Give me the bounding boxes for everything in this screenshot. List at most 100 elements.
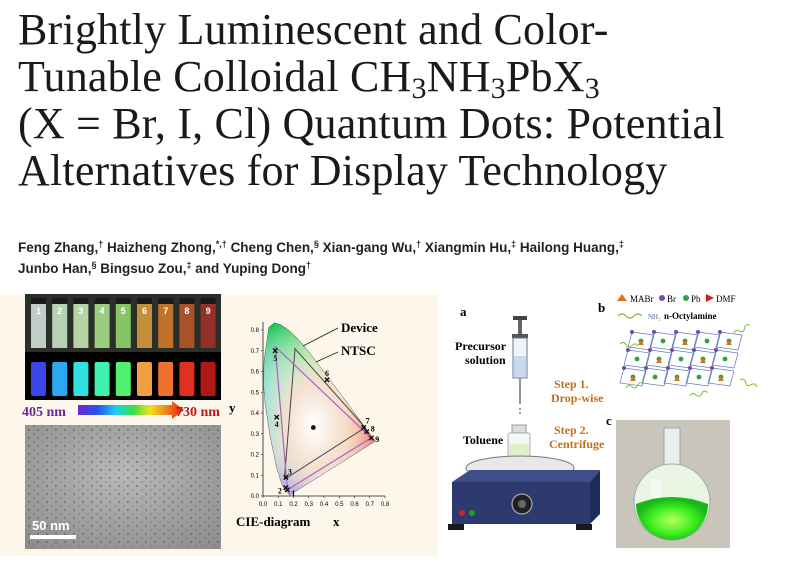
step1-label-1: Step 1.	[554, 377, 589, 391]
cie-y-tick-label: 0.8	[251, 328, 260, 334]
author-affiliation-mark: †	[416, 239, 422, 249]
cie-caption: CIE-diagram	[236, 514, 311, 529]
vial-cap	[73, 298, 89, 304]
pb-atom	[722, 356, 728, 362]
lattice-cell	[711, 349, 739, 369]
author-affiliation-mark: †	[98, 239, 104, 249]
author-text: Xian-gang Wu,	[322, 240, 417, 255]
dmf-marker	[706, 294, 714, 302]
pb-atom	[704, 338, 710, 344]
cie-point-label: 4	[275, 420, 279, 429]
vial-daylight	[73, 304, 89, 348]
br-atom	[625, 347, 631, 353]
pb-atom	[660, 338, 666, 344]
author-name: Hailong Huang,‡	[520, 239, 624, 256]
author-text: Xiangmin Hu,	[424, 240, 512, 255]
synthesis-schematic: a b c Precursor solution Step 1. Drop-wi…	[448, 294, 758, 548]
wavelength-arrow	[78, 401, 184, 419]
cie-point-label: 3	[288, 467, 292, 476]
author-affiliation-mark: §	[91, 260, 97, 270]
cie-chart: 0.0 0.1 0.2 0.3 0.4 0.5 0.6 0.7 0.8 0.0 0.1 0.2 0.3 0…	[228, 294, 438, 556]
pb-atom	[634, 356, 640, 362]
cie-y-axis-label: y	[229, 400, 236, 415]
scale-bar-label: 50 nm	[32, 518, 70, 533]
author-name: Cheng Chen,§	[230, 240, 319, 256]
pb-marker	[683, 295, 689, 301]
cie-point-marker	[360, 424, 367, 431]
cie-x-tick-label: 0.2	[289, 502, 298, 508]
cie-x-tick-label: 0.3	[305, 502, 314, 508]
author-text: Cheng Chen,	[230, 240, 314, 255]
cie-x-axis-label: x	[333, 514, 340, 529]
vial-uv-glow	[200, 362, 216, 396]
vial-cap	[52, 298, 68, 304]
mabr-marker	[617, 294, 627, 301]
author-text: Feng Zhang,	[18, 240, 99, 255]
legend-pb: Pb	[691, 294, 701, 304]
precursor-label-1: Precursor	[455, 339, 507, 353]
vial-cap	[94, 298, 110, 304]
lattice-cell	[663, 367, 691, 387]
mabr-molecule	[638, 340, 644, 345]
scale-bar	[30, 535, 76, 539]
mabr-molecule	[682, 340, 688, 345]
legend-br: Br	[667, 294, 676, 304]
br-atom	[691, 347, 697, 353]
cie-x-tick-label: 0.0	[259, 502, 268, 508]
vial-daylight	[137, 304, 152, 348]
cie-point-marker	[364, 428, 370, 435]
cie-points: 12 3 4 5 6 789	[272, 348, 379, 498]
octylamine-ligand	[739, 378, 758, 388]
cie-point-label: 8	[371, 425, 375, 434]
title-text-part: NH	[426, 52, 491, 101]
author-text: Bingsuo Zou,	[100, 261, 187, 276]
vial-cap	[115, 298, 131, 304]
cie-point-marker	[274, 414, 280, 420]
cie-x-tick-label: 0.8	[381, 502, 390, 508]
author-affiliation-mark: ‡	[511, 239, 517, 249]
author-text: and Yuping Dong	[195, 261, 307, 276]
vial-number: 8	[184, 306, 189, 316]
legend-nh2: NH₂	[648, 313, 661, 321]
vial-uv-glow	[52, 362, 68, 396]
vial-number: 3	[78, 306, 83, 316]
author-affiliation-mark: ‡	[618, 239, 624, 249]
author-name: Bingsuo Zou,‡	[100, 261, 191, 277]
vial-daylight	[179, 304, 195, 348]
cie-y-tick-label: 0.4	[251, 411, 260, 417]
vial-number-row: 1 2 3 4 5 6 7 8 9	[36, 306, 211, 316]
vial-daylight	[158, 304, 174, 348]
article-title: Brightly Luminescent and Color- Tunable …	[18, 6, 808, 194]
cie-point-marker	[368, 435, 374, 441]
br-atom	[709, 365, 715, 371]
cie-point-label: 9	[375, 435, 379, 444]
cie-point-marker	[283, 485, 289, 491]
br-atom	[651, 329, 657, 335]
br-atom	[687, 365, 693, 371]
title-subscript: 3	[490, 72, 506, 105]
mabr-molecule	[718, 376, 724, 381]
daylight-vial-row	[31, 298, 216, 348]
vial-daylight	[52, 304, 68, 348]
lattice-cell	[685, 367, 713, 387]
octylamine-ligand	[689, 390, 709, 397]
title-line-3: (X = Br, I, Cl) Quantum Dots: Potential	[18, 99, 725, 148]
octylamine-marker	[617, 313, 643, 319]
tem-particles	[25, 425, 221, 549]
wavelength-end-label: 730 nm	[176, 405, 220, 420]
photo-panel: 1 2 3 4 5 6 7 8 9 405 nm 730 nm 50 nm	[0, 294, 228, 556]
vial-cap	[179, 298, 195, 304]
cie-y-tick-label: 0.0	[251, 494, 260, 500]
green-flask-icon	[633, 427, 711, 541]
br-atom	[695, 329, 701, 335]
mabr-molecule	[674, 376, 680, 381]
toluene-label: Toluene	[463, 433, 504, 447]
title-line-4: Alternatives for Display Technology	[18, 146, 668, 195]
hot-plate-stirrer-icon	[448, 455, 600, 530]
vial-cap	[31, 298, 46, 304]
mabr-molecule	[726, 340, 732, 345]
uv-vial-row	[31, 362, 216, 396]
octylamine-ligand	[619, 341, 639, 348]
vial-uv-glow	[115, 362, 131, 396]
